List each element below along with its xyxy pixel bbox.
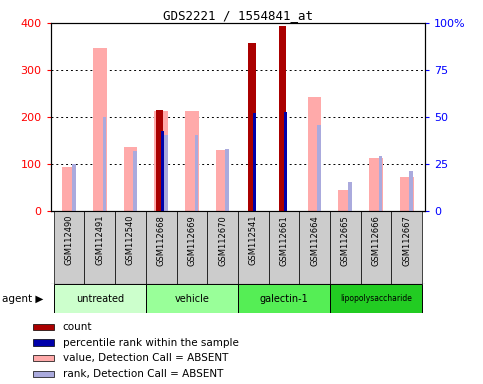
Bar [269,211,299,284]
Bar [146,211,176,284]
Text: count: count [63,322,92,332]
Bar [410,171,413,211]
Text: GSM112490: GSM112490 [65,215,73,265]
Text: GSM112669: GSM112669 [187,215,197,266]
Bar [146,284,238,313]
Bar [93,48,107,211]
Text: galectin-1: galectin-1 [259,293,308,304]
Bar [339,190,352,211]
Bar [62,167,76,211]
Text: lipopolysaccharide: lipopolysaccharide [340,294,412,303]
Bar [72,164,75,211]
Bar [369,158,383,211]
Text: value, Detection Call = ABSENT: value, Detection Call = ABSENT [63,353,228,363]
Title: GDS2221 / 1554841_at: GDS2221 / 1554841_at [163,9,313,22]
Bar [154,111,168,211]
Text: GSM112670: GSM112670 [218,215,227,266]
Text: GSM112665: GSM112665 [341,215,350,266]
Text: GSM112661: GSM112661 [279,215,288,266]
Bar [400,177,413,211]
Bar [161,131,164,211]
Bar [248,43,256,211]
Bar [238,284,330,313]
Bar [85,211,115,284]
Bar [33,355,54,361]
Text: percentile rank within the sample: percentile rank within the sample [63,338,239,348]
Bar [391,211,422,284]
Bar [133,151,137,211]
Text: GSM112491: GSM112491 [95,215,104,265]
Bar [330,284,422,313]
Text: rank, Detection Call = ABSENT: rank, Detection Call = ABSENT [63,369,223,379]
Text: GSM112541: GSM112541 [249,215,258,265]
Bar [176,211,207,284]
Bar [215,150,229,211]
Bar [33,371,54,377]
Bar [361,211,391,284]
Bar [330,211,361,284]
Bar [207,211,238,284]
Bar [102,117,106,211]
Text: GSM112540: GSM112540 [126,215,135,265]
Bar [284,113,287,211]
Text: GSM112666: GSM112666 [371,215,381,266]
Bar [54,211,85,284]
Bar [156,110,163,211]
Bar [33,339,54,346]
Bar [164,134,168,211]
Bar [379,156,383,211]
Bar [33,324,54,330]
Bar [299,211,330,284]
Bar [317,125,321,211]
Text: GSM112668: GSM112668 [156,215,166,266]
Bar [124,147,137,211]
Bar [253,113,256,211]
Bar [195,134,199,211]
Text: untreated: untreated [76,293,124,304]
Text: GSM112664: GSM112664 [310,215,319,266]
Bar [348,182,352,211]
Bar [115,211,146,284]
Bar [54,284,146,313]
Text: GSM112667: GSM112667 [402,215,411,266]
Bar [185,111,199,211]
Bar [279,26,286,211]
Bar [225,149,229,211]
Bar [308,97,322,211]
Text: vehicle: vehicle [174,293,209,304]
Bar [238,211,269,284]
Text: agent ▶: agent ▶ [2,293,44,304]
